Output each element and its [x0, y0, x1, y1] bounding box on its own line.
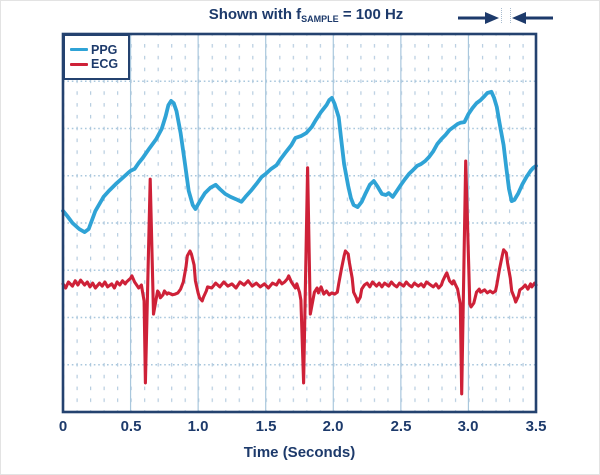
x-tick-label-5: 2.5 — [390, 418, 412, 435]
x-tick-label-7: 3.5 — [525, 418, 547, 435]
legend-label-ppg: PPG — [91, 42, 118, 57]
x-tick-label-4: 2.0 — [322, 418, 344, 435]
x-tick-label-0: 0 — [58, 418, 68, 435]
dimension-arrow-left-icon — [512, 12, 553, 24]
legend-item-ecg: ECG — [70, 58, 128, 71]
chart-title-suffix: = 100 Hz — [338, 6, 404, 23]
plot-border — [61, 32, 538, 414]
ppg-trace — [61, 89, 538, 235]
legend: PPG ECG — [63, 34, 130, 80]
legend-item-ppg: PPG — [70, 42, 128, 57]
x-tick-label-1: 0.5 — [120, 418, 142, 435]
x-tick-label-6: 3.0 — [457, 418, 479, 435]
dimension-arrow-right-icon — [458, 12, 499, 24]
sample-interval-gap — [501, 8, 511, 23]
x-axis-title: Time (Seconds) — [243, 444, 356, 461]
chart-title-prefix: Shown with f — [208, 6, 302, 23]
ecg-trace — [61, 159, 538, 396]
fsample-subscript: SAMPLE — [301, 14, 339, 24]
ecg-line-swatch-icon — [70, 62, 88, 66]
chart-title: Shown with fSAMPLE = 100 Hz — [151, 6, 461, 24]
x-tick-label-3: 1.5 — [255, 418, 277, 435]
legend-label-ecg: ECG — [91, 57, 119, 71]
ppg-line-swatch-icon — [70, 48, 88, 52]
x-tick-label-2: 1.0 — [187, 418, 209, 435]
